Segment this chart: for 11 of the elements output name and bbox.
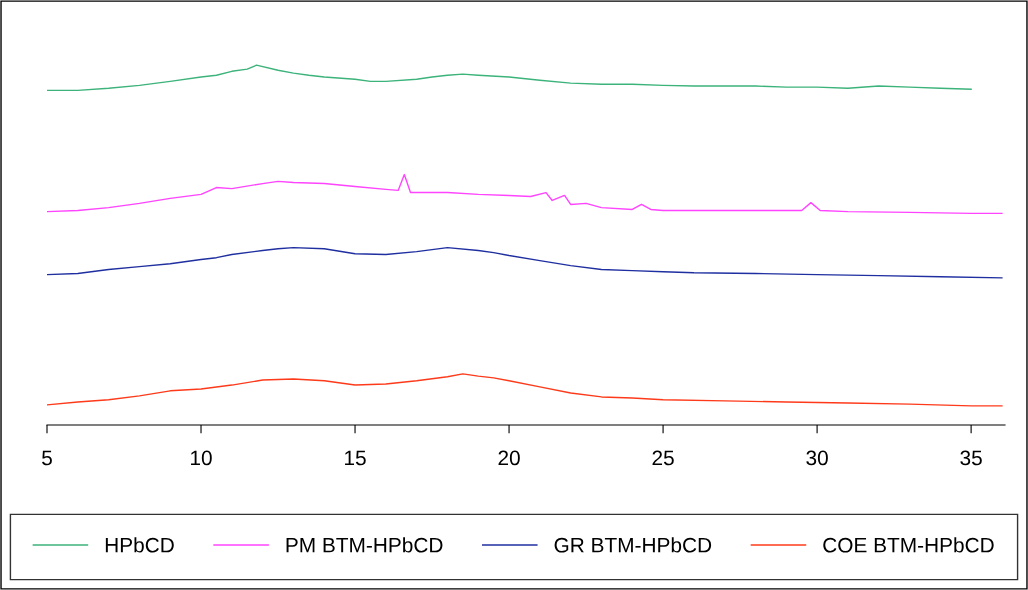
x-tick-label: 30 <box>806 450 828 466</box>
legend-label: COE BTM-HPbCD <box>823 537 994 553</box>
legend-label: PM BTM-HPbCD <box>286 537 443 553</box>
x-tick-label: 15 <box>345 450 366 466</box>
x-tick-label: 20 <box>498 450 520 466</box>
x-tick-label: 35 <box>960 450 982 466</box>
x-tick-label: 25 <box>652 450 674 466</box>
legend-label: GR BTM-HPbCD <box>554 537 712 553</box>
x-tick-label: 10 <box>191 450 212 466</box>
x-tick-label: 5 <box>42 450 52 466</box>
legend-label: HPbCD <box>105 537 174 553</box>
